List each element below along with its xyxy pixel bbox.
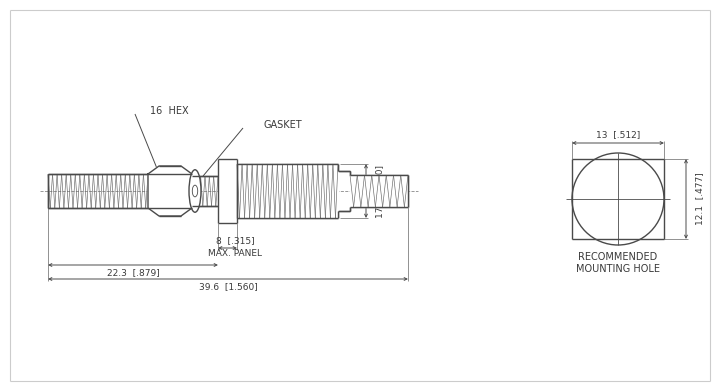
Text: 16  HEX: 16 HEX — [150, 106, 189, 116]
Ellipse shape — [189, 170, 201, 212]
Polygon shape — [237, 164, 338, 218]
Polygon shape — [148, 166, 192, 216]
Text: RECOMMENDED: RECOMMENDED — [578, 252, 657, 262]
Text: MAX. PANEL: MAX. PANEL — [209, 249, 263, 258]
Text: 12.1  [.477]: 12.1 [.477] — [696, 172, 704, 225]
Text: MOUNTING HOLE: MOUNTING HOLE — [576, 264, 660, 274]
Text: GASKET: GASKET — [263, 120, 302, 130]
Text: 39.6  [1.560]: 39.6 [1.560] — [199, 283, 257, 292]
Text: 17.5  [.690]: 17.5 [.690] — [376, 165, 384, 217]
Text: 22.3  [.879]: 22.3 [.879] — [107, 269, 159, 278]
Text: 8  [.315]: 8 [.315] — [216, 237, 255, 246]
Polygon shape — [572, 159, 664, 239]
Polygon shape — [218, 159, 237, 223]
Polygon shape — [350, 175, 408, 207]
Text: 13  [.512]: 13 [.512] — [596, 131, 640, 140]
